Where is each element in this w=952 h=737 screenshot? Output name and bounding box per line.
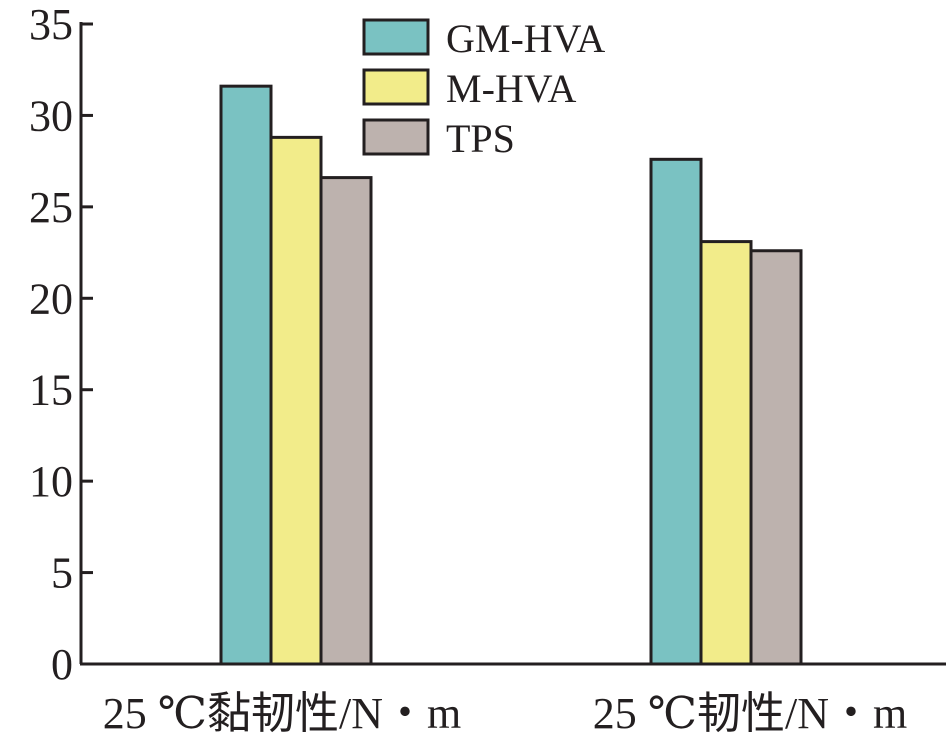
legend: GM-HVA M-HVA TPS — [362, 16, 605, 161]
y-tick-label: 10 — [29, 457, 73, 506]
y-ticks-layer: 0 5 10 15 20 25 30 35 — [29, 0, 93, 689]
legend-label: TPS — [446, 116, 515, 161]
axes-layer — [79, 22, 946, 666]
legend-swatch-tps — [362, 118, 430, 156]
bar-m-hva-2 — [699, 240, 753, 666]
y-tick-label: 15 — [29, 366, 73, 415]
y-tick-label: 20 — [29, 274, 73, 323]
y-tick-label: 30 — [29, 91, 73, 140]
bars-layer — [219, 84, 803, 666]
y-tick-label: 35 — [29, 0, 73, 49]
bar-gm-hva-2 — [649, 157, 703, 666]
x-category-label: 25 ℃黏韧性/N・m — [103, 689, 461, 737]
bar-tps-2 — [749, 249, 803, 666]
bar-gm-hva-1 — [219, 84, 273, 666]
bar-m-hva-1 — [269, 135, 323, 666]
legend-swatch-gm-hva — [362, 18, 430, 56]
y-tick-label: 0 — [51, 640, 73, 689]
legend-label: GM-HVA — [446, 16, 605, 61]
bar-tps-1 — [319, 176, 373, 666]
legend-label: M-HVA — [446, 66, 577, 111]
y-tick-label: 25 — [29, 183, 73, 232]
x-category-label: 25 ℃韧性/N・m — [593, 689, 907, 737]
y-tick-label: 5 — [51, 549, 73, 598]
legend-swatch-m-hva — [362, 68, 430, 106]
x-category-labels: 25 ℃黏韧性/N・m 25 ℃韧性/N・m — [103, 689, 907, 737]
